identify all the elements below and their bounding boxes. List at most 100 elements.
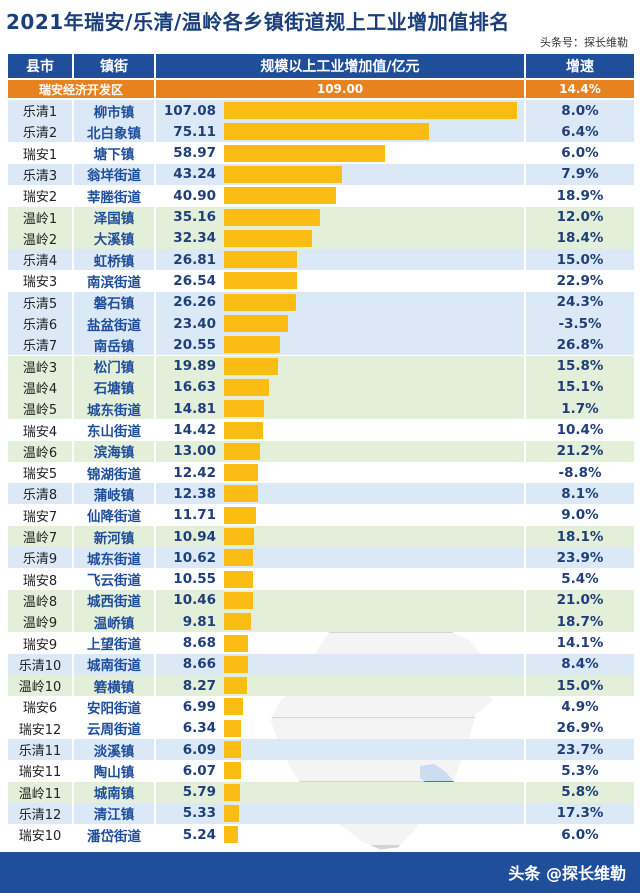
row-cell-bg <box>8 802 72 824</box>
row-cell-bg <box>74 270 154 292</box>
county-rank-label: 乐清7 <box>22 339 58 355</box>
town-name: 虹桥镇 <box>93 253 135 270</box>
row-cell-bg <box>526 483 634 505</box>
value-label: 8.27 <box>182 677 216 694</box>
growth-rate: 15.0% <box>556 251 604 268</box>
row-cell-bg <box>74 355 154 377</box>
value-bar <box>224 272 297 290</box>
value-label: 26.26 <box>173 294 216 311</box>
growth-rate: 18.7% <box>556 613 604 630</box>
row-cell-bg <box>526 227 634 249</box>
row-cell-bg <box>74 589 154 611</box>
growth-rate: 6.4% <box>561 123 599 140</box>
value-bar <box>224 719 242 737</box>
row-cell-bg <box>8 227 72 249</box>
row-cell-bg <box>8 291 72 313</box>
row-cell-bg <box>74 291 154 313</box>
town-name: 盐盆街道 <box>87 317 141 334</box>
row-cell-bg <box>74 334 154 356</box>
county-rank-label: 温岭5 <box>22 403 58 419</box>
town-name: 城南镇 <box>93 786 135 803</box>
town-name: 南滨街道 <box>87 274 141 291</box>
town-name: 清江镇 <box>93 807 135 824</box>
row-cell-bg <box>526 121 634 143</box>
value-label: 35.16 <box>173 209 216 225</box>
highlight-name: 瑞安经济开发区 <box>8 80 154 98</box>
row-cell-bg <box>526 462 634 484</box>
row-cell-bg <box>74 568 154 590</box>
county-rank-label: 乐清10 <box>18 658 62 674</box>
value-bar <box>224 762 241 780</box>
row-cell-bg <box>74 781 154 803</box>
value-label: 14.81 <box>173 400 216 417</box>
table-row: 温岭2 大溪镇 32.34 18.4% <box>0 227 640 249</box>
value-bar <box>224 634 248 652</box>
value-bar <box>224 378 270 396</box>
value-bar <box>224 229 313 247</box>
row-cell-bg <box>156 802 524 824</box>
row-cell-bg <box>74 526 154 547</box>
table-row: 瑞安5 锦湖街道 12.42 -8.8% <box>0 462 640 484</box>
chart-title: 2021年瑞安/乐清/温岭各乡镇街道规上工业增加值排名 <box>6 10 510 34</box>
row-cell-bg <box>526 781 634 803</box>
row-cell-bg <box>8 717 72 739</box>
value-label: 11.71 <box>173 507 216 524</box>
county-rank-label: 乐清1 <box>22 105 58 120</box>
row-cell-bg <box>526 717 634 739</box>
value-bar <box>224 144 386 162</box>
county-rank-label: 乐清2 <box>22 126 58 142</box>
value-bar <box>224 570 253 588</box>
row-cell-bg <box>8 100 72 121</box>
growth-rate: 15.8% <box>556 358 604 375</box>
growth-rate: 21.2% <box>556 443 604 460</box>
growth-rate: 17.3% <box>556 805 604 822</box>
table-row: 瑞安10 潘岱街道 5.24 6.0% <box>0 824 640 846</box>
footer-credit: 头条 @探长维勒 <box>508 864 626 883</box>
row-cell-bg <box>8 589 72 611</box>
row-cell-bg <box>8 185 72 207</box>
row-cell-bg <box>74 483 154 505</box>
row-cell-bg <box>526 547 634 569</box>
growth-rate: 7.9% <box>561 166 599 183</box>
town-name: 翁垟街道 <box>87 168 141 185</box>
town-name: 北白象镇 <box>87 125 141 142</box>
county-rank-label: 瑞安2 <box>22 190 58 206</box>
town-name: 城西街道 <box>87 594 141 611</box>
town-name: 淡溪镇 <box>93 743 135 760</box>
value-label: 26.54 <box>173 272 216 289</box>
row-cell-bg <box>526 632 634 654</box>
table-row: 温岭7 新河镇 10.94 18.1% <box>0 526 640 547</box>
row-cell-bg <box>74 739 154 760</box>
table-row: 瑞安12 云周街道 6.34 26.9% <box>0 717 640 739</box>
row-cell-bg <box>526 291 634 313</box>
row-cell-bg <box>8 163 72 185</box>
row-cell-bg <box>74 717 154 739</box>
county-rank-label: 瑞安4 <box>22 424 58 440</box>
row-cell-bg <box>526 824 634 846</box>
footer-bar: 头条 @探长维勒 <box>0 852 640 893</box>
growth-rate: 5.3% <box>561 762 599 779</box>
value-label: 6.34 <box>182 720 216 737</box>
value-bar <box>224 528 254 545</box>
row-cell-bg <box>74 249 154 271</box>
growth-rate: 8.0% <box>561 102 599 119</box>
row-cell-bg <box>74 547 154 569</box>
table-row: 温岭1 泽国镇 35.16 12.0% <box>0 206 640 228</box>
row-cell-bg <box>526 589 634 611</box>
row-cell-bg <box>526 100 634 121</box>
town-name: 东山街道 <box>87 424 141 440</box>
town-name: 柳市镇 <box>93 104 135 121</box>
growth-rate: 23.9% <box>556 549 604 566</box>
county-rank-label: 乐清6 <box>22 318 58 333</box>
value-label: 32.34 <box>173 230 216 247</box>
row-cell-bg <box>74 121 154 143</box>
row-cell-bg <box>8 824 72 846</box>
value-bar <box>224 655 248 673</box>
row-cell-bg <box>8 440 72 462</box>
row-cell-bg <box>526 206 634 228</box>
value-bar <box>224 102 517 119</box>
row-cell-bg <box>526 249 634 271</box>
row-cell-bg <box>8 419 72 441</box>
row-cell-bg <box>526 313 634 334</box>
row-cell-bg <box>74 142 154 164</box>
